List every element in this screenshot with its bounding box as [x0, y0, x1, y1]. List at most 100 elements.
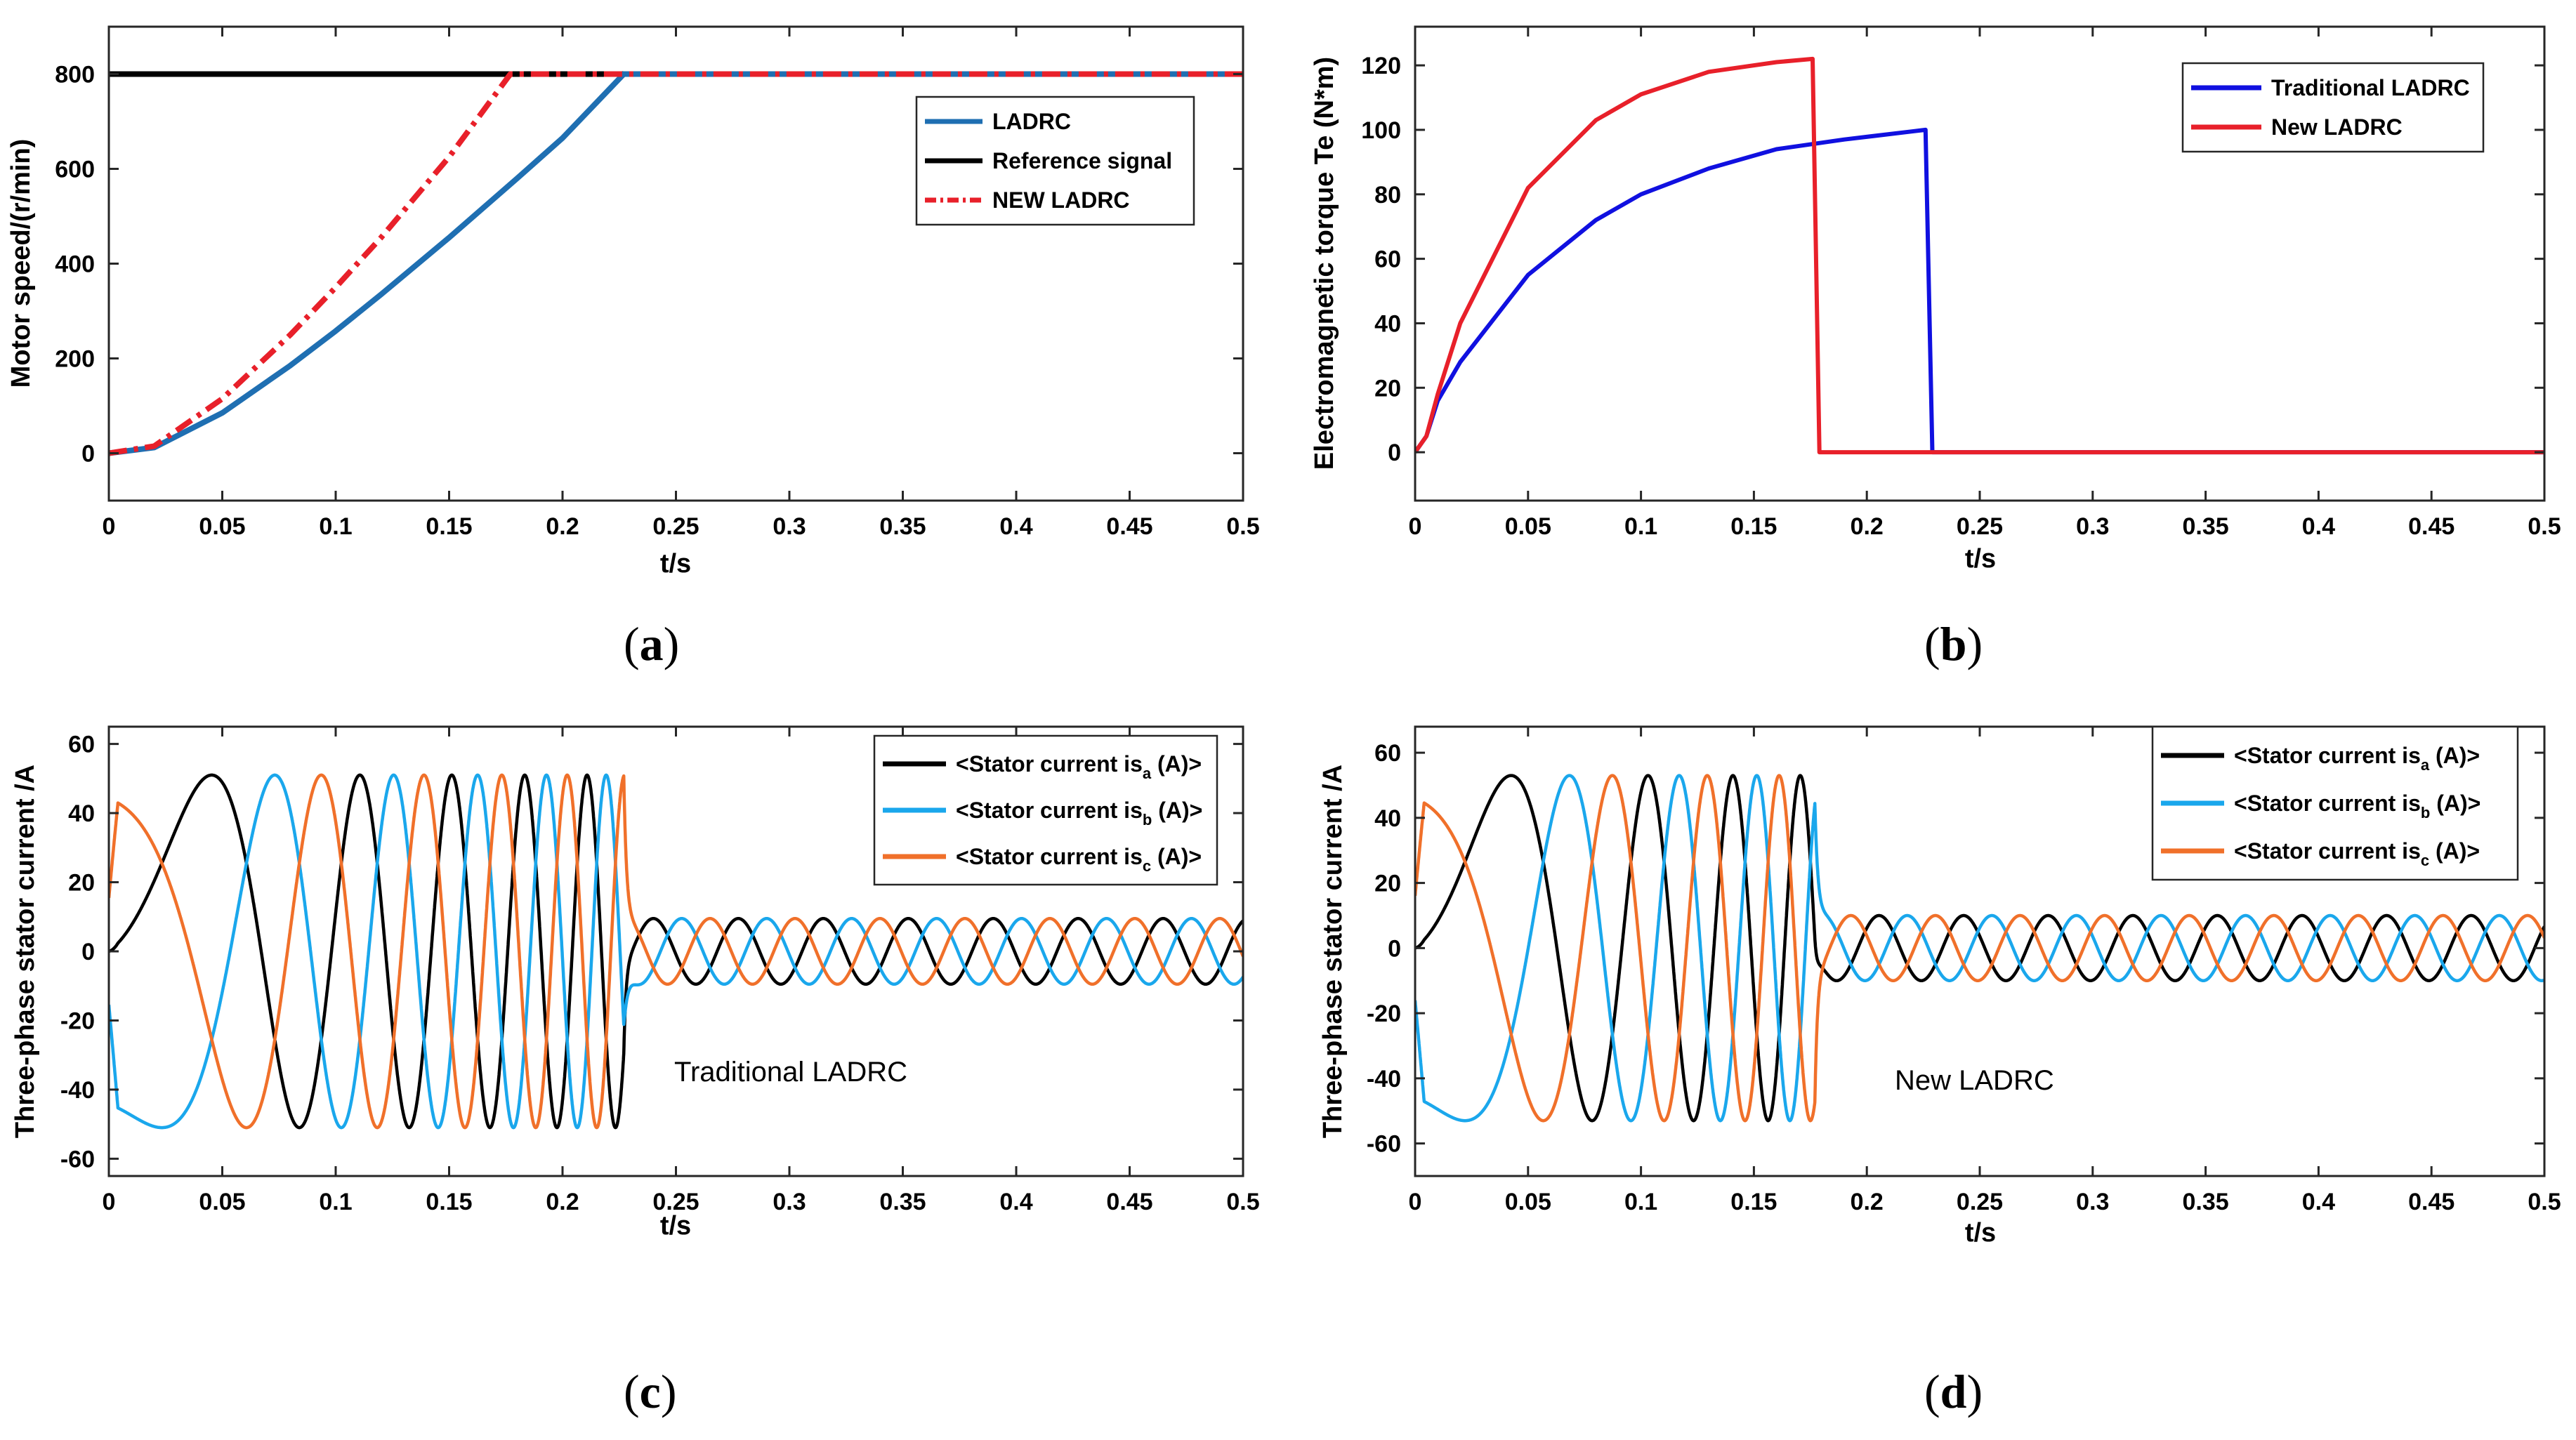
legend-entry: <Stator current isc (A)>	[2234, 838, 2480, 869]
x-tick-label: 0.35	[879, 513, 926, 540]
x-tick-label: 0.05	[1505, 513, 1551, 540]
x-tick-label: 0.1	[1624, 513, 1657, 540]
y-tick-label: -60	[1367, 1131, 1401, 1158]
x-tick-label: 0.25	[1957, 1189, 2003, 1215]
y-axis-label: Motor speed/(r/min)	[6, 139, 36, 388]
x-tick-label: 0.45	[2408, 513, 2455, 540]
x-tick-label: 0.2	[546, 1189, 579, 1215]
y-axis-label: Three-phase stator current /A	[1318, 765, 1348, 1138]
legend-box	[2181, 62, 2485, 153]
x-tick-label: 0.05	[199, 1189, 245, 1215]
y-tick-label: 40	[1374, 310, 1401, 337]
series-group	[109, 773, 1243, 1130]
legend-entry: <Stator current isb (A)>	[2234, 791, 2480, 821]
y-tick-label: 60	[1374, 740, 1401, 767]
caption-paren: (	[624, 617, 640, 671]
legend-text: <Stator current is	[2234, 791, 2421, 816]
legend-text: <Stator current is	[2234, 743, 2421, 768]
y-tick-label: -20	[60, 1008, 95, 1034]
series-line-a	[1415, 774, 2544, 1123]
y-tick-label: 20	[1374, 871, 1401, 897]
x-tick-label: 0.3	[773, 1189, 806, 1215]
legend-entry: LADRC	[992, 109, 1071, 134]
x-tick-label: 0.45	[2408, 1189, 2455, 1215]
legend-text: (A)>	[2429, 743, 2480, 768]
series-line-new-ladrc	[1415, 56, 2544, 455]
caption-paren: (	[624, 1365, 640, 1418]
y-tick-label: 400	[55, 251, 95, 278]
y-tick-label: 0	[81, 939, 95, 965]
x-tick-label: 0.05	[199, 513, 245, 540]
legend-entry: <Stator current isa (A)>	[2234, 743, 2480, 774]
legend: <Stator current isa (A)><Stator current …	[873, 734, 1218, 886]
x-tick-label: 0	[1409, 1189, 1422, 1215]
legend-entry: <Stator current isb (A)>	[956, 798, 1202, 828]
legend: <Stator current isa (A)><Stator current …	[2151, 725, 2519, 881]
legend-text: (A)>	[2430, 791, 2480, 816]
x-tick-label: 0.5	[1226, 513, 1259, 540]
caption-paren: )	[1966, 1365, 1983, 1418]
legend-entry: New LADRC	[2271, 114, 2403, 140]
series-line-traditional-ladrc	[1415, 127, 2544, 455]
x-tick-label: 0.1	[319, 513, 352, 540]
y-tick-label: -20	[1367, 1000, 1401, 1027]
x-tick-label: 0.3	[2076, 513, 2109, 540]
legend-text: (A)>	[2429, 838, 2480, 864]
legend-subscript: b	[2421, 804, 2430, 821]
y-tick-label: 600	[55, 157, 95, 183]
legend-subscript: c	[2421, 852, 2429, 869]
y-tick-label: 40	[1374, 805, 1401, 832]
caption-paren: (	[1924, 617, 1940, 671]
legend-entry: <Stator current isc (A)>	[956, 844, 1202, 875]
x-tick-label: 0.4	[2302, 513, 2335, 540]
y-tick-label: 60	[68, 732, 95, 758]
y-tick-label: 200	[55, 346, 95, 373]
series-group	[1415, 56, 2544, 455]
caption-paren: )	[1966, 617, 1983, 671]
x-tick-label: 0	[103, 513, 116, 540]
y-tick-label: -40	[60, 1077, 95, 1104]
legend-subscript: a	[1143, 765, 1152, 782]
legend-entry: NEW LADRC	[992, 187, 1130, 213]
caption-paren: )	[664, 617, 680, 671]
x-tick-label: 0.15	[426, 513, 472, 540]
caption-letter: d	[1940, 1365, 1967, 1418]
y-axis-label: Three-phase stator current /A	[11, 765, 40, 1138]
x-tick-label: 0.5	[1226, 1189, 1259, 1215]
x-tick-label: 0.45	[1106, 513, 1152, 540]
x-tick-label: 0.5	[2528, 1189, 2561, 1215]
x-tick-label: 0.1	[319, 1189, 352, 1215]
y-tick-label: -40	[1367, 1066, 1401, 1092]
legend-text: (A)>	[1151, 751, 1202, 777]
legend-entry: Traditional LADRC	[2271, 75, 2470, 100]
y-tick-label: 0	[81, 441, 95, 468]
annotation-text: Traditional LADRC	[674, 1057, 907, 1088]
x-tick-label: 0.4	[2302, 1189, 2335, 1215]
x-tick-label: 0.25	[652, 513, 699, 540]
x-tick-label: 0.2	[1851, 513, 1884, 540]
panel-caption: (d)	[1924, 1365, 1983, 1418]
caption-letter: a	[640, 617, 664, 671]
series-line-a	[109, 773, 1243, 1130]
series-line-b	[1415, 774, 2544, 1123]
legend-subscript: c	[1143, 857, 1151, 875]
legend: Traditional LADRC New LADRC	[2181, 62, 2485, 153]
legend: LADRC Reference signal NEW LADRC	[915, 95, 1195, 226]
series-line-b	[109, 773, 1243, 1130]
y-tick-label: 20	[1374, 375, 1401, 402]
x-tick-label: 0.4	[999, 1189, 1032, 1215]
x-tick-label: 0.3	[2076, 1189, 2109, 1215]
y-tick-label: 20	[68, 870, 95, 897]
x-tick-label: 0.35	[879, 1189, 926, 1215]
x-axis-label: t/s	[660, 549, 691, 579]
y-tick-label: 100	[1361, 117, 1401, 144]
annotation-text: New LADRC	[1895, 1065, 2054, 1096]
x-tick-label: 0.05	[1505, 1189, 1551, 1215]
x-tick-label: 0.45	[1106, 1189, 1152, 1215]
x-tick-label: 0.35	[2183, 1189, 2229, 1215]
x-tick-label: 0.1	[1624, 1189, 1657, 1215]
x-tick-label: 0.25	[652, 1189, 699, 1215]
x-tick-label: 0.25	[1957, 513, 2003, 540]
legend-text: (A)>	[1151, 844, 1202, 869]
